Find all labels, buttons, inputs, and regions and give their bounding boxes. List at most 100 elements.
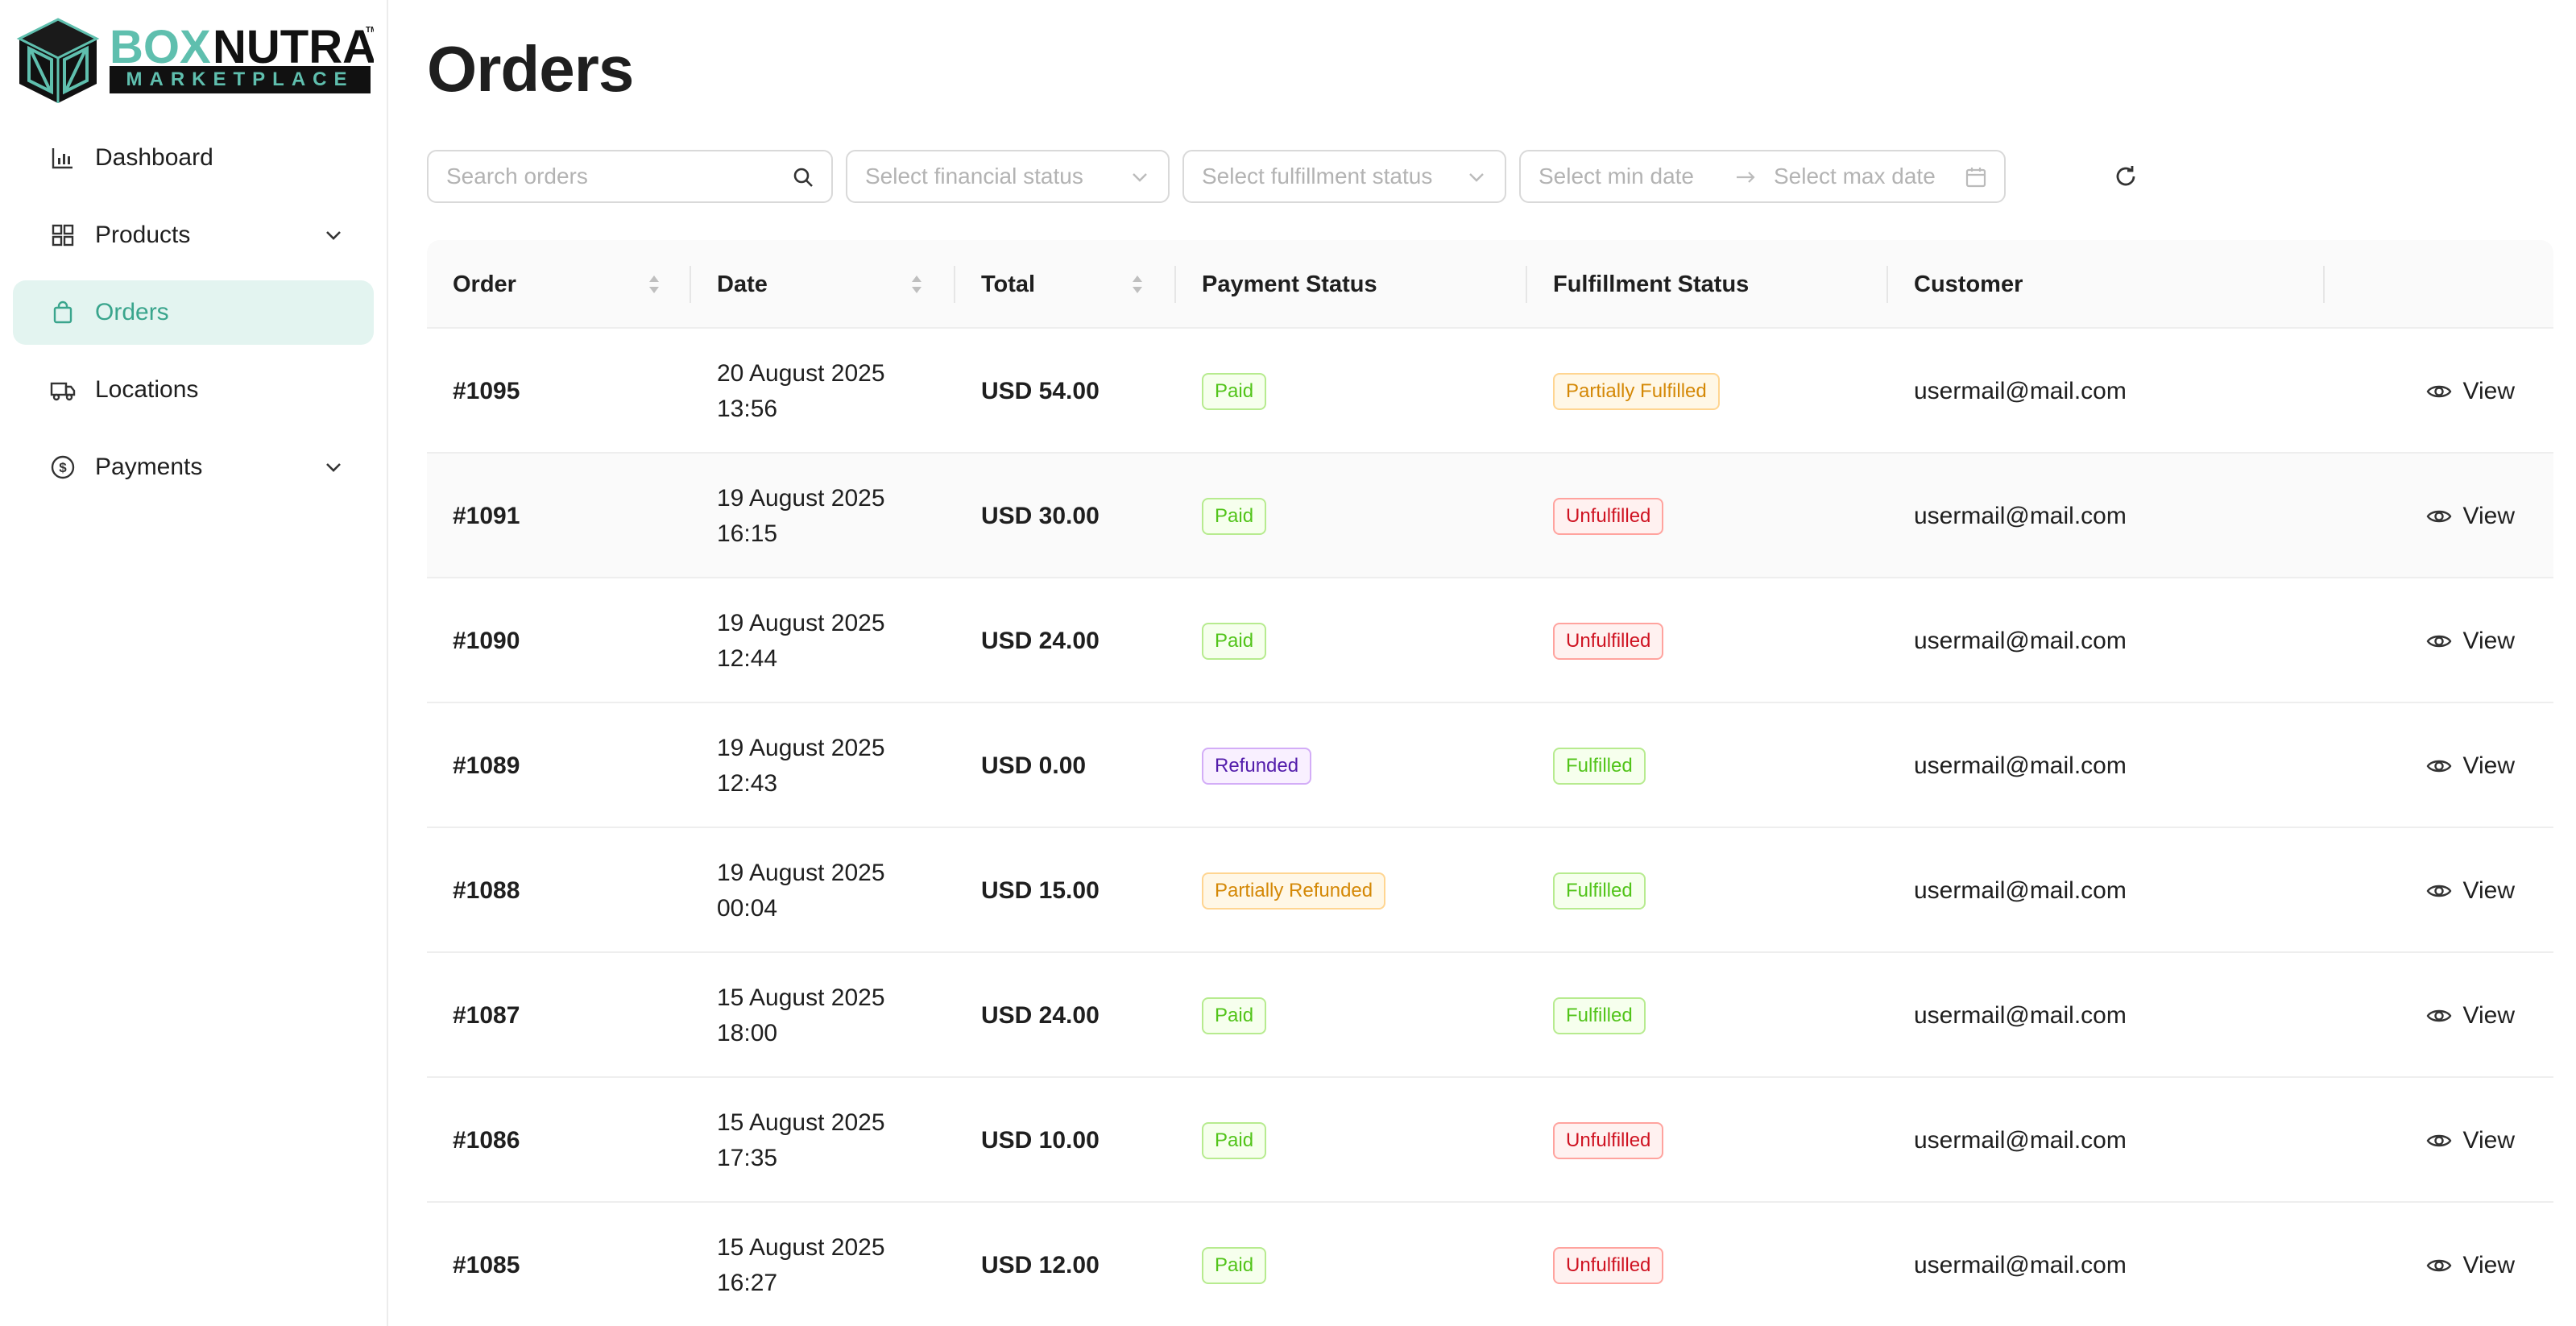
date-day: 15 August 2025 [717,1233,885,1261]
view-order-button[interactable]: View [2426,578,2515,703]
sort-icon[interactable] [646,271,662,298]
fulfillment-status-cell: Fulfilled [1527,703,1886,828]
view-order-button[interactable]: View [2426,828,2515,953]
search-icon[interactable] [791,165,815,189]
table-row[interactable]: #1089 19 August 2025 12:43 USD 0.00 Refunded… [427,703,2553,828]
sidebar: MARKETPLACE BOX NUTRA TM Dashboard P [0,0,388,1326]
table-row[interactable]: #1095 20 August 2025 13:56 USD 54.00 Paid Par… [427,329,2553,454]
payment-status-badge: Partially Refunded [1202,872,1386,910]
customer-email: usermail@mail.com [1914,1126,2127,1154]
order-number: #1085 [453,1251,520,1278]
view-order-button[interactable]: View [2426,1078,2515,1203]
fulfillment-status-cell: Partially Fulfilled [1527,329,1886,454]
payment-status-cell: Paid [1176,1078,1526,1203]
date-time: 18:00 [717,1019,778,1046]
date-range-picker[interactable]: Select min date Select max date [1519,150,2006,203]
column-header-order[interactable]: Order [427,240,690,329]
fulfillment-status-cell: Fulfilled [1527,953,1886,1078]
box-logo-icon: MARKETPLACE BOX NUTRA TM [16,18,377,103]
order-date: 19 August 2025 12:43 [691,703,954,828]
table-row[interactable]: #1090 19 August 2025 12:44 USD 24.00 Paid Unf… [427,578,2553,703]
max-date-input[interactable]: Select max date [1774,164,1936,189]
sort-icon[interactable] [1129,271,1145,298]
order-number: #1089 [453,752,520,779]
sidebar-nav: Dashboard Products Orders [13,126,374,512]
column-label: Payment Status [1202,271,1377,297]
order-date: 20 August 2025 13:56 [691,329,954,454]
calendar-icon [1965,168,1986,188]
svg-text:BOX: BOX [110,21,211,73]
column-header-payment-status: Payment Status [1176,240,1526,329]
sidebar-item-dashboard[interactable]: Dashboard [13,126,374,190]
view-order-button[interactable]: View [2426,1203,2515,1326]
orders-table: Order Date Total Payment Status Fulfillm… [427,240,2553,1326]
reload-icon[interactable] [2112,163,2139,190]
payment-status-badge: Paid [1202,1246,1267,1284]
order-total: USD 0.00 [981,752,1087,779]
eye-icon [2426,1009,2451,1021]
order-total: USD 15.00 [981,876,1100,904]
date-day: 20 August 2025 [717,359,885,387]
sidebar-item-payments[interactable]: $ Payments [13,435,374,499]
payment-status-cell: Paid [1176,578,1526,703]
sidebar-item-label: Dashboard [95,144,213,171]
chevron-down-icon[interactable] [322,224,345,247]
sort-icon[interactable] [909,271,925,298]
sidebar-item-label: Payments [95,454,203,480]
table-row[interactable]: #1087 15 August 2025 18:00 USD 24.00 Paid Ful… [427,953,2553,1078]
view-order-button[interactable]: View [2426,703,2515,828]
column-header-total[interactable]: Total [955,240,1174,329]
sidebar-item-label: Locations [95,376,199,403]
dollar-circle-icon: $ [51,455,75,479]
eye-icon [2426,760,2451,772]
column-label: Total [981,271,1036,297]
payment-status-cell: Refunded [1176,703,1526,828]
view-order-button[interactable]: View [2426,953,2515,1078]
table-body: #1095 20 August 2025 13:56 USD 54.00 Paid Par… [427,329,2553,1326]
fulfillment-status-select[interactable]: Select fulfillment status [1182,150,1506,203]
fulfillment-status-badge: Unfulfilled [1553,497,1664,535]
order-date: 19 August 2025 00:04 [691,828,954,953]
table-row[interactable]: #1086 15 August 2025 17:35 USD 10.00 Paid Unf… [427,1078,2553,1203]
eye-icon [2426,1134,2451,1146]
order-number: #1086 [453,1126,520,1154]
boxnutra-logo[interactable]: MARKETPLACE BOX NUTRA TM [13,16,377,106]
financial-status-select[interactable]: Select financial status [846,150,1170,203]
search-input[interactable]: Search orders [427,150,833,203]
fulfillment-status-badge: Unfulfilled [1553,1246,1664,1284]
chevron-down-icon[interactable] [322,456,345,479]
order-total: USD 30.00 [981,502,1100,529]
order-date: 15 August 2025 16:27 [691,1203,954,1326]
view-order-button[interactable]: View [2426,454,2515,578]
arrow-right-icon [1737,172,1755,183]
table-row[interactable]: #1088 19 August 2025 00:04 USD 15.00 Partial… [427,828,2553,953]
financial-status-placeholder: Select financial status [865,164,1083,189]
view-order-button[interactable]: View [2426,329,2515,454]
customer-email: usermail@mail.com [1914,1251,2127,1278]
view-label: View [2462,1251,2515,1278]
date-time: 16:27 [717,1269,778,1296]
view-label: View [2462,876,2515,904]
svg-text:NUTRA: NUTRA [213,21,374,73]
grid-icon [52,224,74,247]
column-header-date[interactable]: Date [691,240,954,329]
date-time: 12:44 [717,644,778,672]
order-number: #1090 [453,627,520,654]
table-header: Order Date Total Payment Status Fulfillm… [427,240,2553,329]
sidebar-item-products[interactable]: Products [13,203,374,267]
payment-status-badge: Paid [1202,997,1267,1034]
column-divider [1886,266,1888,303]
sidebar-item-locations[interactable]: Locations [13,358,374,422]
min-date-input[interactable]: Select min date [1539,164,1694,189]
customer-email: usermail@mail.com [1914,627,2127,654]
sidebar-item-orders[interactable]: Orders [13,280,374,345]
table-row[interactable]: #1091 19 August 2025 16:15 USD 30.00 Paid Unf… [427,454,2553,578]
fulfillment-status-cell: Unfulfilled [1527,454,1886,578]
chevron-down-icon [1469,173,1484,182]
eye-icon [2426,510,2451,522]
order-total: USD 24.00 [981,1001,1100,1029]
date-day: 15 August 2025 [717,984,885,1011]
customer-email: usermail@mail.com [1914,377,2127,404]
fulfillment-status-badge: Partially Fulfilled [1553,372,1720,410]
table-row[interactable]: #1085 15 August 2025 16:27 USD 12.00 Paid Unf… [427,1203,2553,1326]
